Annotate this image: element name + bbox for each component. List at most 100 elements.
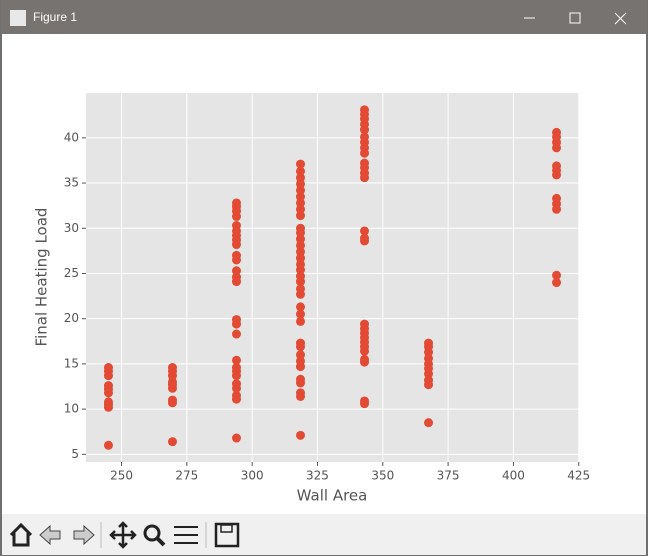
data-point xyxy=(360,354,370,364)
data-point xyxy=(295,316,305,326)
data-point xyxy=(295,192,305,202)
close-button[interactable] xyxy=(614,12,627,25)
data-point xyxy=(231,433,241,443)
y-tick-label: 10 xyxy=(64,402,79,416)
y-tick-label: 40 xyxy=(64,130,79,144)
window-title: Figure 1 xyxy=(33,10,77,24)
data-point xyxy=(231,329,241,339)
data-point xyxy=(231,266,241,276)
data-point xyxy=(295,179,305,189)
save-button[interactable] xyxy=(214,522,240,548)
data-point xyxy=(295,223,305,233)
data-point xyxy=(103,440,113,450)
data-point xyxy=(295,374,305,384)
y-tick-label: 15 xyxy=(64,356,79,370)
data-point xyxy=(360,132,370,142)
data-point xyxy=(231,250,241,260)
data-point xyxy=(360,226,370,236)
x-tick-label: 325 xyxy=(306,469,329,483)
data-point xyxy=(552,278,562,288)
y-tick-label: 35 xyxy=(64,176,79,190)
x-tick-label: 400 xyxy=(502,469,525,483)
y-tick-label: 5 xyxy=(71,447,79,461)
pan-button[interactable] xyxy=(109,521,137,549)
plot: 5 10 15 20 25 30 35 40 250 275 300 325 350 375 400 425 xyxy=(64,93,590,483)
data-point xyxy=(295,302,305,312)
data-point xyxy=(103,363,113,373)
data-point xyxy=(295,204,305,214)
save-icon-part xyxy=(220,524,233,533)
data-point xyxy=(231,221,241,231)
x-tick-label: 375 xyxy=(437,469,460,483)
x-tick-label: 275 xyxy=(175,469,198,483)
data-point xyxy=(295,159,305,169)
data-point xyxy=(231,198,241,208)
plot-background xyxy=(86,93,579,462)
data-point xyxy=(295,166,305,176)
data-point xyxy=(295,240,305,250)
data-point xyxy=(424,353,434,363)
y-axis-label: Final Heating Load xyxy=(33,208,51,347)
data-point xyxy=(295,356,305,366)
data-point xyxy=(167,377,177,387)
data-point xyxy=(295,259,305,269)
data-point xyxy=(424,375,434,385)
home-button[interactable] xyxy=(9,522,33,547)
data-point xyxy=(103,397,113,407)
toolbar-buttons xyxy=(9,521,240,549)
y-tick-label: 20 xyxy=(64,311,79,325)
x-tick-label: 250 xyxy=(110,469,133,483)
y-tick-label: 25 xyxy=(64,266,79,280)
data-point xyxy=(295,173,305,183)
data-point xyxy=(103,381,113,391)
data-point xyxy=(552,270,562,280)
data-point xyxy=(295,430,305,440)
data-point xyxy=(552,161,562,171)
configure-button[interactable] xyxy=(174,526,198,544)
data-point xyxy=(552,127,562,137)
zoom-handle xyxy=(155,536,166,547)
data-point xyxy=(295,284,305,294)
data-point xyxy=(424,418,434,428)
data-point xyxy=(231,379,241,389)
maximize-button[interactable] xyxy=(569,12,581,24)
data-point xyxy=(295,388,305,398)
data-point xyxy=(360,319,370,329)
forward-button[interactable] xyxy=(73,524,95,546)
back-button[interactable] xyxy=(39,524,61,546)
data-point xyxy=(360,396,370,406)
zoom-button[interactable] xyxy=(143,524,161,542)
data-point xyxy=(552,193,562,203)
data-point xyxy=(167,363,177,373)
x-tick-label: 300 xyxy=(241,469,264,483)
x-tick-label: 425 xyxy=(567,469,590,483)
app-icon xyxy=(10,10,26,26)
data-point xyxy=(231,363,241,373)
x-axis-label: Wall Area xyxy=(297,487,368,505)
data-point xyxy=(295,350,305,360)
data-point xyxy=(167,437,177,447)
data-point xyxy=(295,185,305,195)
data-point xyxy=(360,158,370,168)
data-point xyxy=(295,198,305,208)
x-tick-label: 350 xyxy=(371,469,394,483)
data-point xyxy=(231,355,241,365)
data-point xyxy=(295,338,305,348)
data-point xyxy=(231,272,241,282)
data-point xyxy=(295,309,305,319)
data-point xyxy=(295,247,305,257)
data-point xyxy=(360,233,370,243)
data-point xyxy=(295,271,305,281)
data-point xyxy=(231,391,241,401)
data-point xyxy=(295,211,305,221)
data-point xyxy=(295,234,305,244)
data-point xyxy=(167,395,177,405)
data-point xyxy=(360,105,370,115)
data-point xyxy=(295,253,305,263)
data-point xyxy=(424,338,434,348)
y-tick-label: 30 xyxy=(64,221,79,235)
toolbar xyxy=(2,514,646,555)
title-bar xyxy=(1,0,647,34)
data-point xyxy=(231,315,241,325)
